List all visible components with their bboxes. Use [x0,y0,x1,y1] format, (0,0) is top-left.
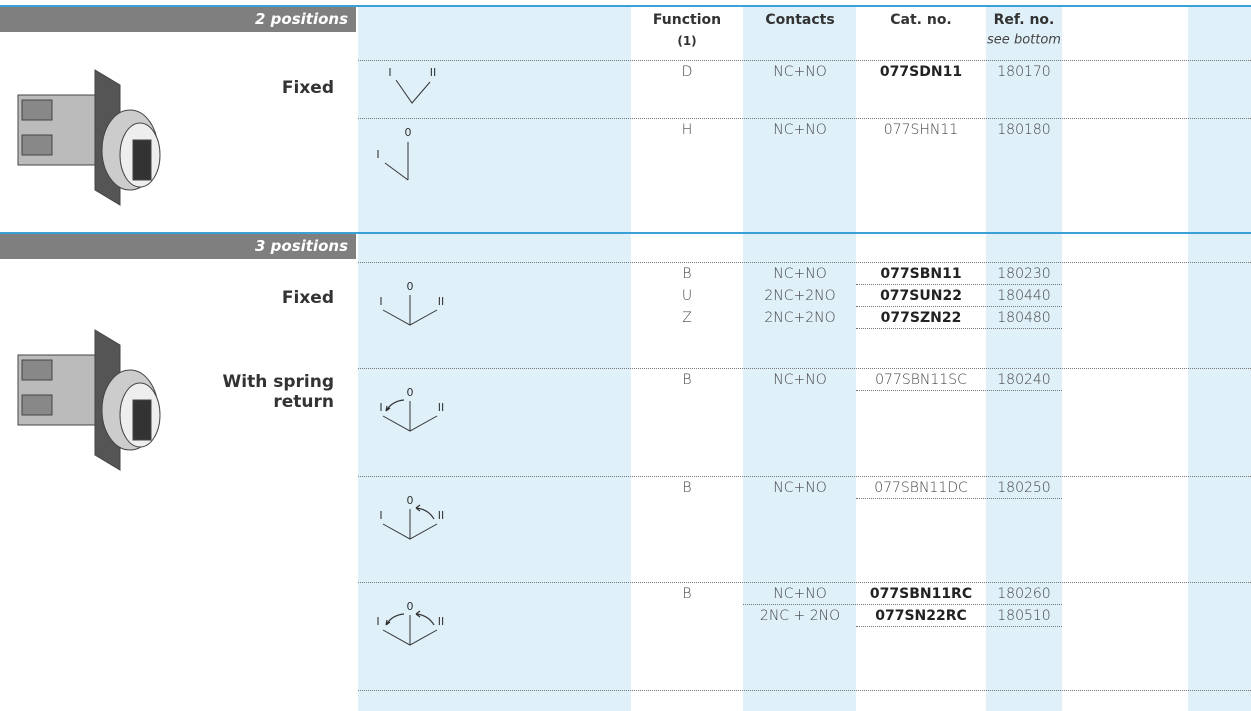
mounting-label: Fixed [281,288,334,308]
cell-ref-no: 180250 [997,480,1051,496]
header-function-note: (1) [677,34,697,48]
cell-cat-no: 077SBN11SC [875,372,967,388]
cell-function: B [682,480,692,496]
cell-function: B [682,372,692,388]
diagram-label: II [438,615,445,628]
section-rule [0,5,1251,7]
header-contacts: Contacts [765,12,835,28]
diagram-label: 0 [407,280,414,293]
column-bg [986,5,1062,711]
column-bg [743,5,856,711]
cell-cat-no: 077SBN11 [880,266,962,282]
cell-function: B [682,266,692,282]
cell-divider [856,498,1062,499]
diagram-label: I [379,509,382,522]
header-ref-note: see bottom [987,32,1061,48]
cell-contacts: NC+NO [773,372,827,388]
cell-ref-no: 180180 [997,122,1051,138]
diagram-label: 0 [407,386,414,399]
diagram-arrow [415,610,435,626]
section-title-bar: 3 positions [0,234,356,259]
cell-cat-no: 077SUN22 [880,288,962,304]
diagram-label: 0 [407,494,414,507]
diagram-line [382,309,438,326]
cell-divider [856,328,1062,329]
row-divider [358,118,1251,119]
diagram-label: I [379,401,382,414]
section-title-bar: 2 positions [0,7,356,32]
diagram-line [395,79,431,104]
product-image [17,69,161,206]
diagram-arrow [415,504,435,520]
mounting-label: Fixed [281,78,334,98]
cell-divider [856,390,1062,391]
diagram-label: I [376,148,379,161]
cell-contacts: 2NC+2NO [764,288,836,304]
cell-contacts: NC+NO [773,480,827,496]
cell-ref-no: 180480 [997,310,1051,326]
cell-divider [856,626,1062,627]
cell-contacts: 2NC + 2NO [759,608,841,624]
diagram-label: II [438,401,445,414]
row-divider [358,262,1251,263]
cell-cat-no: 077SHN11 [883,122,959,138]
cell-divider [743,604,1062,605]
row-divider [358,476,1251,477]
cell-cat-no: 077SDN11 [879,64,963,80]
diagram-label: I [379,295,382,308]
diagram-line [382,523,438,540]
cell-function: Z [682,310,692,326]
cell-cat-no: 077SBN11RC [869,586,973,602]
cell-function: D [681,64,693,80]
header-ref-no: Ref. no. [993,12,1055,28]
diagram-label: I [376,615,379,628]
diagram-label: 0 [405,126,412,139]
cell-function: U [681,288,693,304]
cell-divider [856,306,1062,307]
cell-ref-no: 180170 [997,64,1051,80]
cell-ref-no: 180510 [997,608,1051,624]
row-divider [358,60,1251,61]
cell-divider [856,284,1062,285]
cell-ref-no: 180240 [997,372,1051,388]
cell-cat-no: 077SZN22 [880,310,962,326]
section-rule [0,232,1251,234]
row-divider [358,690,1251,691]
diagram-label: II [438,295,445,308]
diagram-arrow [385,613,405,626]
header-cat-no: Cat. no. [890,12,952,28]
header-function: Function [652,12,722,28]
cell-contacts: NC+NO [773,586,827,602]
column-bg [358,5,631,711]
row-divider [358,368,1251,369]
cell-ref-no: 180230 [997,266,1051,282]
cell-ref-no: 180440 [997,288,1051,304]
product-image [17,329,161,471]
diagram-arrow [385,399,405,412]
cell-contacts: NC+NO [773,64,827,80]
cell-cat-no: 077SN22RC [875,608,967,624]
diagram-line [384,162,409,181]
diagram-label: I [388,66,391,79]
diagram-label: II [438,509,445,522]
diagram-line [382,629,438,646]
mounting-label: With spring return [222,372,335,412]
column-bg [1188,5,1251,711]
cell-cat-no: 077SBN11DC [874,480,968,496]
diagram-line [382,415,438,432]
section-title: 3 positions [255,237,348,255]
row-divider [358,582,1251,583]
diagram-label: II [430,66,437,79]
cell-function: B [682,586,692,602]
cell-contacts: NC+NO [773,122,827,138]
cell-ref-no: 180260 [997,586,1051,602]
cell-function: H [681,122,693,138]
cell-contacts: 2NC+2NO [764,310,836,326]
diagram-label: 0 [407,600,414,613]
cell-contacts: NC+NO [773,266,827,282]
section-title: 2 positions [255,10,348,28]
